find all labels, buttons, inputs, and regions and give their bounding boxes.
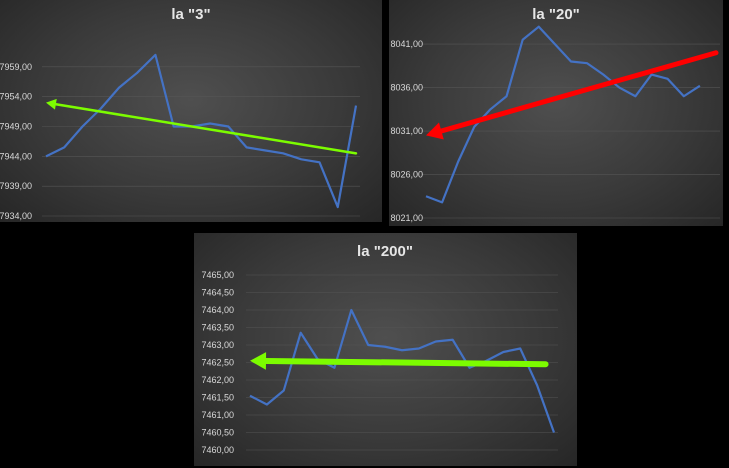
y-tick-label: 8026,00 xyxy=(390,170,423,180)
y-tick-label: 8036,00 xyxy=(390,83,423,93)
chart-panel-3: la "3" 7934,00 7939,00 7944,00 7949,00 7954,0… xyxy=(0,0,382,222)
y-tick-label: 7461,00 xyxy=(201,410,234,420)
y-tick-label: 7464,50 xyxy=(201,288,234,298)
y-tick-label: 7460,50 xyxy=(201,428,234,438)
y-tick-label: 7465,00 xyxy=(201,270,234,280)
trend-arrow-line xyxy=(54,102,358,155)
chart-title: la "20" xyxy=(532,6,580,23)
y-tick-label: 7461,50 xyxy=(201,393,234,403)
chart-title: la "200" xyxy=(357,243,413,260)
chart-3: la "3" 7934,00 7939,00 7944,00 7949,00 7954,0… xyxy=(0,6,360,221)
trend-arrow-head xyxy=(250,352,267,370)
trend-arrow-head xyxy=(46,98,57,110)
series-line xyxy=(249,308,556,433)
trend-arrow-head xyxy=(426,122,444,140)
y-tick-label: 7934,00 xyxy=(0,211,32,221)
trend-arrow-line xyxy=(438,50,719,134)
y-tick-label: 7463,00 xyxy=(201,340,234,350)
y-tick-label: 8021,00 xyxy=(390,213,423,223)
y-tick-label: 7464,00 xyxy=(201,305,234,315)
y-tick-label: 7954,00 xyxy=(0,92,32,102)
y-tick-label: 7460,00 xyxy=(201,445,234,455)
chart-panel-200: la "200" 7460,00 7460,50 7461,00 7461,50 7462… xyxy=(194,233,577,466)
y-tick-label: 7949,00 xyxy=(0,122,32,132)
trend-arrow-line xyxy=(262,357,549,368)
y-tick-label: 8031,00 xyxy=(390,126,423,136)
chart-200: la "200" 7460,00 7460,50 7461,00 7461,50 7462… xyxy=(201,243,558,455)
chart-title: la "3" xyxy=(171,6,210,23)
y-tick-label: 7944,00 xyxy=(0,151,32,161)
y-tick-label: 7462,00 xyxy=(201,375,234,385)
y-tick-label: 7939,00 xyxy=(0,181,32,191)
series-line xyxy=(45,53,358,209)
chart-panel-20: la "20" 8021,00 8026,00 8031,00 8036,00 8041,… xyxy=(389,0,723,226)
y-tick-label: 7462,50 xyxy=(201,358,234,368)
y-tick-label: 7959,00 xyxy=(0,62,32,72)
chart-20: la "20" 8021,00 8026,00 8031,00 8036,00 8041,… xyxy=(390,6,720,223)
y-tick-label: 7463,50 xyxy=(201,323,234,333)
y-tick-label: 8041,00 xyxy=(390,39,423,49)
series-line xyxy=(425,25,701,204)
